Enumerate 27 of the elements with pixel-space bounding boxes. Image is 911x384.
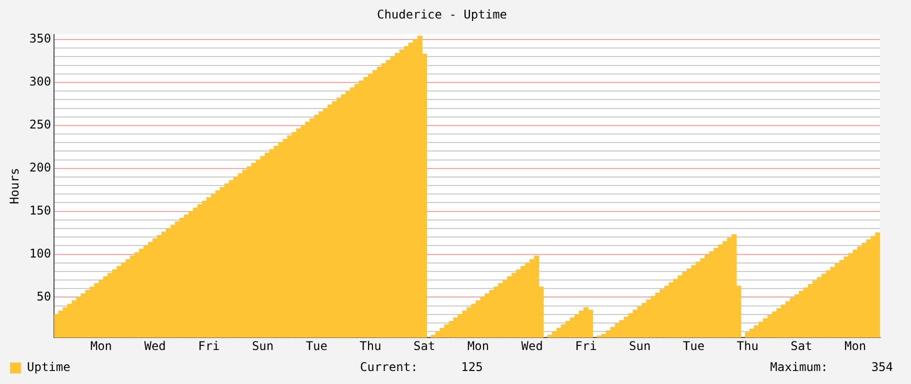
text: Current: 125: [360, 360, 483, 374]
y-axis-title: Hours: [7, 168, 22, 204]
x-tick-label: Tue: [682, 338, 705, 353]
y-tick-label: 50: [36, 289, 52, 304]
y-tick-label: 350: [29, 32, 52, 46]
x-tick-label: Sat: [790, 338, 812, 353]
x-tick-label: Thu: [736, 338, 758, 353]
y-tick-label: 250: [29, 118, 52, 132]
x-tick-label: Sun: [252, 338, 274, 353]
y-tick-label: 100: [29, 246, 52, 260]
y-tick-label: 150: [29, 203, 52, 218]
legend-label: Uptime: [27, 360, 70, 374]
x-tick-label: Mon: [844, 338, 866, 353]
x-tick-label: Wed: [521, 338, 543, 353]
x-tick-label: Fri: [198, 338, 220, 353]
x-tick-label: Mon: [467, 338, 490, 353]
x-tick-label: Tue: [306, 338, 328, 353]
x-tick-label: Sun: [629, 338, 651, 353]
x-tick-label: Thu: [360, 338, 382, 353]
y-tick-label: 300: [29, 74, 52, 89]
x-tick-label: Sat: [414, 338, 436, 353]
x-tick-label: Mon: [90, 338, 112, 353]
x-tick-label: Fri: [575, 338, 597, 353]
x-tick-label: Wed: [144, 338, 166, 353]
chart-title: Chuderice - Uptime: [376, 7, 508, 22]
y-tick-label: 200: [29, 160, 52, 175]
text: Maximum: 354: [770, 360, 893, 374]
